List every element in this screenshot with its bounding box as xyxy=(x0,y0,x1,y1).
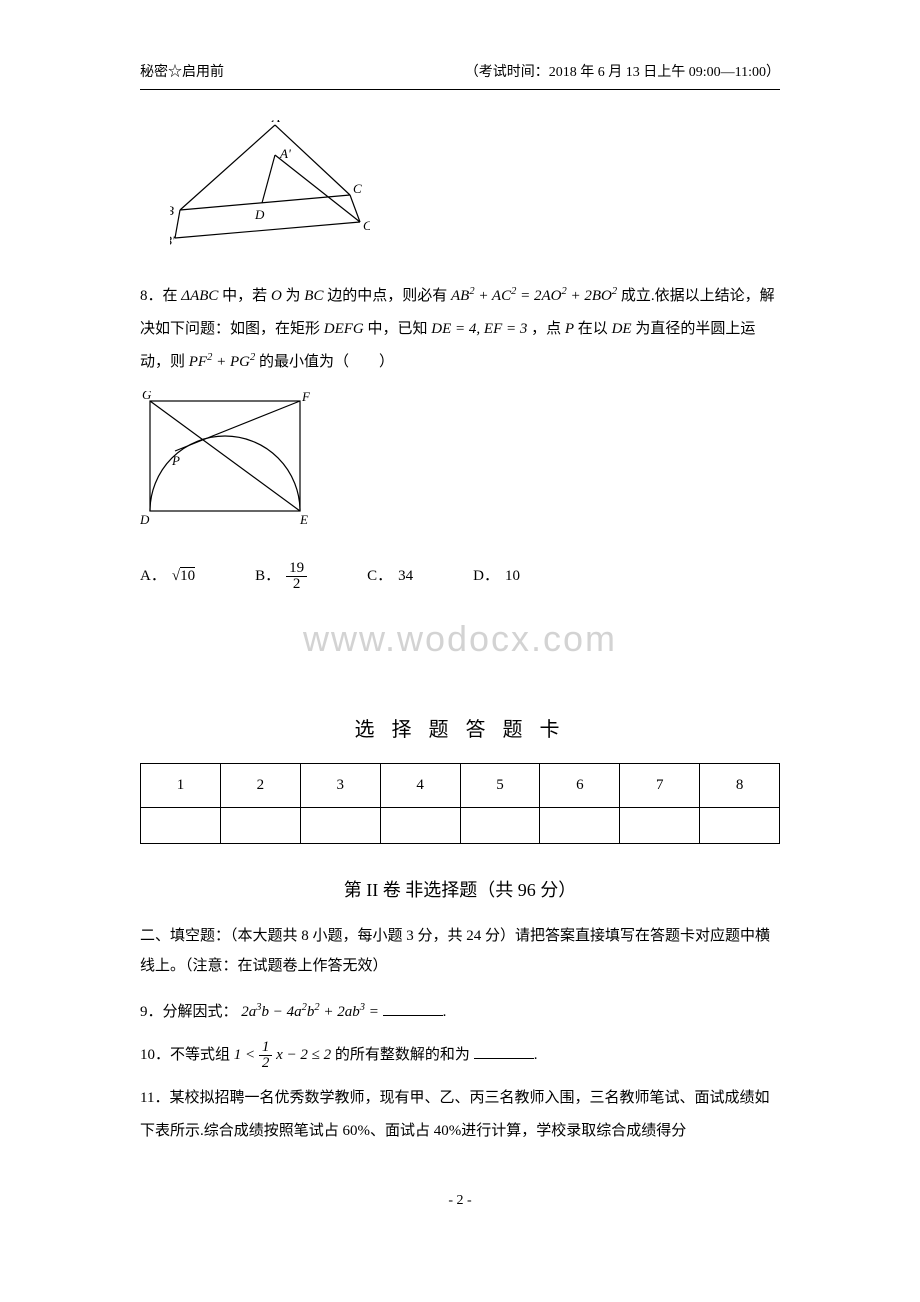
ans-4[interactable] xyxy=(380,807,460,843)
col-7: 7 xyxy=(620,763,700,807)
col-1: 1 xyxy=(141,763,221,807)
ans-2[interactable] xyxy=(220,807,300,843)
q8-t1: 中，若 xyxy=(222,288,267,304)
svg-text:E: E xyxy=(299,512,308,527)
section2-instruction: 二、填空题：（本大题共 8 小题，每小题 3 分，共 24 分）请把答案直接填写… xyxy=(140,921,780,981)
q8-t2: 为 xyxy=(286,288,301,304)
ans-7[interactable] xyxy=(620,807,700,843)
question-8: 8．在 ΔABC 中，若 O 为 BC 边的中点，则必有 AB2 + AC2 =… xyxy=(140,280,780,379)
svg-text:G: G xyxy=(142,391,152,402)
ans-3[interactable] xyxy=(300,807,380,843)
q10-blank[interactable] xyxy=(474,1044,534,1059)
q10-suffix: 的所有整数解的和为 xyxy=(335,1047,470,1063)
q9-blank[interactable] xyxy=(383,1001,443,1016)
q8-t9: 的最小值为（ ） xyxy=(259,354,394,370)
svg-text:P: P xyxy=(171,453,180,468)
answer-table: 1 2 3 4 5 6 7 8 xyxy=(140,763,780,844)
figure-triangle: A A' B B' C C' D xyxy=(170,120,780,260)
option-B: B． 19 2 xyxy=(255,561,307,592)
page-header: 秘密☆启用前 （考试时间：2018 年 6 月 13 日上午 09:00—11:… xyxy=(140,60,780,90)
ans-1[interactable] xyxy=(141,807,221,843)
option-C: C． 34 xyxy=(367,563,413,590)
svg-text:A: A xyxy=(271,120,280,125)
col-3: 3 xyxy=(300,763,380,807)
q10-ineq: 1 < 12 x − 2 ≤ 2 xyxy=(234,1047,331,1063)
question-11: 11．某校拟招聘一名优秀数学教师，现有甲、乙、丙三名教师入围，三名教师笔试、面试… xyxy=(140,1082,780,1148)
col-5: 5 xyxy=(460,763,540,807)
q8-triangle: ΔABC xyxy=(181,288,218,304)
table-answer-row xyxy=(141,807,780,843)
col-6: 6 xyxy=(540,763,620,807)
col-8: 8 xyxy=(700,763,780,807)
option-A: A． √10 xyxy=(140,563,195,590)
q8-de4: DE = 4, EF = 3 xyxy=(431,321,527,337)
opt-b-label: B． xyxy=(255,563,280,590)
q10-prefix: 10．不等式组 xyxy=(140,1047,230,1063)
q9-prefix: 9．分解因式： xyxy=(140,1004,238,1020)
opt-a-value: √10 xyxy=(172,563,195,590)
svg-text:C': C' xyxy=(363,218,370,233)
svg-text:C: C xyxy=(353,181,362,196)
q9-poly: 2a3b − 4a2b2 + 2ab3 = xyxy=(241,1004,379,1020)
opt-c-label: C． xyxy=(367,563,392,590)
col-2: 2 xyxy=(220,763,300,807)
opt-d-value: 10 xyxy=(505,563,520,590)
q8-defg: DEFG xyxy=(324,321,364,337)
question-10: 10．不等式组 1 < 12 x − 2 ≤ 2 的所有整数解的和为 . xyxy=(140,1039,780,1072)
svg-text:A': A' xyxy=(279,146,291,161)
svg-text:D: D xyxy=(140,512,150,527)
svg-text:B': B' xyxy=(170,233,175,248)
table-header-row: 1 2 3 4 5 6 7 8 xyxy=(141,763,780,807)
q8-t5: 中，已知 xyxy=(368,321,428,337)
q8-eq: AB2 + AC2 = 2AO2 + 2BO2 xyxy=(451,288,617,304)
svg-text:F: F xyxy=(301,391,311,404)
q8-options: A． √10 B． 19 2 C． 34 D． 10 xyxy=(140,561,780,592)
col-4: 4 xyxy=(380,763,460,807)
q8-t3: 边的中点，则必有 xyxy=(327,288,447,304)
q8-DE: DE xyxy=(612,321,632,337)
q8-t7: 在以 xyxy=(578,321,608,337)
opt-b-frac: 19 2 xyxy=(286,561,307,592)
opt-d-label: D． xyxy=(473,563,499,590)
q8-O: O xyxy=(271,288,282,304)
opt-a-label: A． xyxy=(140,563,166,590)
ans-8[interactable] xyxy=(700,807,780,843)
watermark: www.wodocx.com xyxy=(140,607,780,672)
q8-prefix: 8．在 xyxy=(140,288,178,304)
figure-rectangle: G F D E P xyxy=(140,391,780,541)
q8-pfpg: PF2 + PG2 xyxy=(189,354,255,370)
opt-c-value: 34 xyxy=(398,563,413,590)
q8-BC: BC xyxy=(304,288,323,304)
answer-card-title: 选 择 题 答 题 卡 xyxy=(140,712,780,748)
header-left: 秘密☆启用前 xyxy=(140,60,224,85)
page-number: - 2 - xyxy=(140,1188,780,1213)
svg-text:D: D xyxy=(254,207,265,222)
option-D: D． 10 xyxy=(473,563,520,590)
question-9: 9．分解因式： 2a3b − 4a2b2 + 2ab3 = . xyxy=(140,996,780,1029)
ans-6[interactable] xyxy=(540,807,620,843)
section2-title: 第 II 卷 非选择题（共 96 分） xyxy=(140,874,780,906)
q11-text: 11．某校拟招聘一名优秀数学教师，现有甲、乙、丙三名教师入围，三名教师笔试、面试… xyxy=(140,1090,769,1139)
ans-5[interactable] xyxy=(460,807,540,843)
svg-text:B: B xyxy=(170,203,174,218)
q8-P: P xyxy=(565,321,574,337)
header-right: （考试时间：2018 年 6 月 13 日上午 09:00—11:00） xyxy=(465,60,780,85)
q8-t6: ，点 xyxy=(531,321,561,337)
